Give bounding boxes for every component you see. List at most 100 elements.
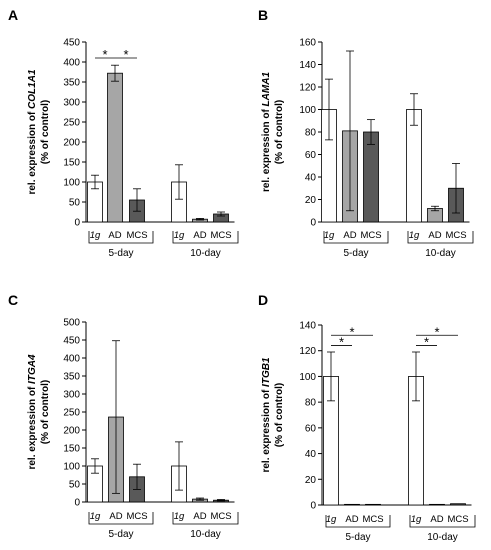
category-label: 1g — [411, 514, 422, 525]
bar — [344, 503, 360, 506]
y-axis-label-gene: COL1A1 — [27, 69, 38, 109]
y-axis-label-gene: ITGB1 — [261, 357, 272, 387]
group-label: 5-day — [343, 248, 368, 259]
y-tick-label: 250 — [63, 118, 80, 129]
y-tick-label: 400 — [63, 58, 80, 69]
category-label: MCS — [126, 230, 147, 241]
group-bracket — [323, 231, 389, 244]
y-tick-label: 60 — [305, 423, 317, 434]
group-label: 5-day — [108, 248, 133, 259]
y-tick-label: 140 — [299, 60, 316, 71]
category-label: AD — [345, 514, 358, 525]
y-axis-label-line2: (% of control) — [274, 100, 285, 164]
y-tick-label: 160 — [299, 38, 316, 49]
y-axis-label: rel. expression of ITGB1(% of control) — [261, 357, 285, 472]
category-label: MCS — [445, 230, 466, 241]
category-label: AD — [109, 511, 122, 522]
y-tick-label: 40 — [305, 449, 317, 460]
bar — [363, 131, 379, 223]
y-axis-label-line1: rel. expression of COL1A1 — [27, 69, 38, 194]
y-axis-label: rel. expression of ITGA4(% of control) — [27, 354, 51, 469]
y-tick-label: 350 — [63, 372, 80, 383]
y-tick-label: 150 — [63, 444, 80, 455]
y-tick-label: 100 — [299, 105, 316, 116]
y-tick-label: 0 — [310, 218, 316, 229]
significance-star: * — [424, 335, 429, 350]
category-label: 1g — [174, 230, 185, 241]
bar — [450, 503, 466, 506]
y-tick-label: 100 — [63, 462, 80, 473]
category-label: AD — [428, 230, 441, 241]
group-bracket — [325, 515, 391, 528]
category-label: 1g — [409, 230, 420, 241]
y-tick-label: 500 — [63, 318, 80, 329]
y-axis-label-gene: LAMA1 — [261, 72, 272, 107]
y-tick-label: 450 — [63, 336, 80, 347]
y-tick-label: 20 — [305, 475, 317, 486]
category-label: 1g — [326, 514, 337, 525]
significance-star: * — [434, 324, 439, 339]
y-tick-label: 50 — [69, 480, 81, 491]
category-label: 1g — [324, 230, 335, 241]
panel-letter: A — [8, 7, 18, 23]
y-tick-label: 100 — [299, 372, 316, 383]
group-label: 10-day — [190, 248, 221, 259]
group-label: 5-day — [345, 532, 370, 543]
y-axis-label-line2: (% of control) — [40, 380, 51, 444]
y-tick-label: 20 — [305, 195, 317, 206]
group-bracket — [407, 231, 474, 244]
y-tick-label: 120 — [299, 346, 316, 357]
y-tick-label: 0 — [74, 498, 80, 509]
category-label: MCS — [210, 230, 231, 241]
panel-c: C 0 50 100 150 200 250 300 350 400 450 500 rel. expr… — [8, 292, 239, 540]
bar — [406, 109, 422, 223]
y-tick-label: 80 — [305, 398, 317, 409]
y-axis-label-line1: rel. expression of ITGA4 — [27, 354, 38, 469]
panel-letter: B — [258, 7, 268, 23]
significance-star: * — [123, 47, 128, 62]
y-axis-label-prefix: rel. expression of — [27, 109, 38, 195]
significance-star: * — [349, 324, 354, 339]
y-tick-label: 50 — [69, 198, 81, 209]
y-axis-label-prefix: rel. expression of — [261, 106, 272, 192]
category-label: AD — [193, 511, 206, 522]
panel-letter: C — [8, 292, 18, 308]
y-tick-label: 400 — [63, 354, 80, 365]
group-label: 5-day — [108, 529, 133, 540]
y-tick-label: 150 — [63, 158, 80, 169]
y-tick-label: 40 — [305, 173, 317, 184]
category-label: AD — [343, 230, 356, 241]
y-tick-label: 100 — [63, 178, 80, 189]
y-axis-label-line1: rel. expression of LAMA1 — [261, 72, 272, 192]
y-tick-label: 0 — [74, 218, 80, 229]
y-tick-label: 120 — [299, 83, 316, 94]
group-bracket — [172, 512, 239, 525]
significance-star: * — [102, 47, 107, 62]
category-label: 1g — [90, 230, 101, 241]
category-label: AD — [193, 230, 206, 241]
group-bracket — [88, 231, 154, 244]
significance-star: * — [339, 335, 344, 350]
bar — [107, 72, 123, 223]
y-axis-label-line1: rel. expression of ITGB1 — [261, 357, 272, 472]
panel-d: D 0 20 40 60 80 100 120 140 rel. expression of IT… — [258, 292, 476, 543]
bar — [365, 503, 381, 506]
y-tick-label: 450 — [63, 38, 80, 49]
y-tick-label: 250 — [63, 408, 80, 419]
y-axis-label: rel. expression of LAMA1(% of control) — [261, 72, 285, 192]
category-label: MCS — [360, 230, 381, 241]
bar — [429, 503, 445, 506]
group-label: 10-day — [425, 248, 456, 259]
y-tick-label: 60 — [305, 150, 317, 161]
category-label: MCS — [126, 511, 147, 522]
y-axis-label-gene: ITGA4 — [27, 354, 38, 384]
y-tick-label: 200 — [63, 426, 80, 437]
group-bracket — [172, 231, 239, 244]
panel-b: B 0 20 40 60 80 100 120 140 160 rel. expression of… — [258, 7, 474, 259]
category-label: AD — [430, 514, 443, 525]
y-tick-label: 300 — [63, 390, 80, 401]
category-label: MCS — [362, 514, 383, 525]
y-axis-label-line2: (% of control) — [40, 100, 51, 164]
y-tick-label: 350 — [63, 78, 80, 89]
